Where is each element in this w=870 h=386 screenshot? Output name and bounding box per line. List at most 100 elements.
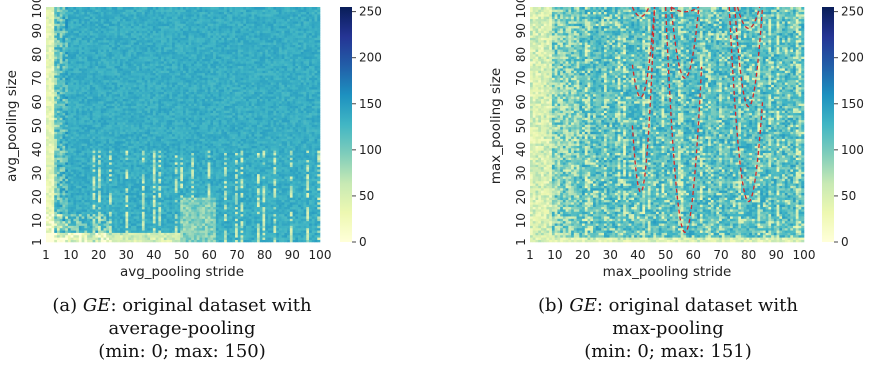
heatmap-cell: [139, 39, 143, 43]
heatmap-cell: [98, 213, 102, 217]
heatmap-cell: [106, 110, 110, 114]
heatmap-cell: [62, 218, 66, 222]
heatmap-cell: [130, 30, 134, 34]
heatmap-cell: [172, 93, 176, 97]
heatmap-cell: [174, 150, 178, 153]
heatmap-cell: [62, 176, 66, 179]
heatmap-cell: [169, 58, 173, 62]
heatmap-cell: [95, 93, 99, 97]
heatmap-cell: [128, 211, 132, 215]
heatmap-cell: [152, 98, 156, 102]
heatmap-cell: [98, 93, 102, 97]
heatmap-cell: [65, 70, 69, 74]
heatmap-cell: [150, 65, 154, 69]
heatmap-cell: [95, 140, 99, 144]
heatmap-cell: [117, 91, 121, 95]
heatmap-cell: [169, 237, 173, 240]
heatmap-cell: [81, 225, 85, 229]
heatmap-cell: [147, 54, 151, 57]
heatmap-cell: [109, 108, 113, 111]
heatmap-cell: [166, 155, 170, 158]
heatmap-cell: [119, 28, 124, 31]
heatmap-cell: [166, 25, 170, 29]
heatmap-cell: [98, 180, 102, 184]
heatmap-cell: [103, 202, 107, 205]
heatmap-cell: [67, 65, 71, 69]
heatmap-cell: [128, 187, 132, 191]
heatmap-cell: [150, 18, 154, 22]
heatmap-cell: [106, 75, 110, 78]
heatmap-cell: [87, 108, 91, 111]
heatmap-cell: [87, 227, 91, 231]
heatmap-cell: [67, 131, 71, 135]
heatmap-cell: [174, 25, 178, 29]
heatmap-cell: [147, 140, 151, 144]
heatmap-cell: [174, 166, 178, 170]
heatmap-cell: [130, 234, 134, 238]
heatmap-cell: [122, 112, 126, 116]
heatmap-cell: [117, 37, 121, 41]
heatmap-cell: [150, 176, 154, 179]
heatmap-cell: [54, 51, 58, 55]
heatmap-cell: [128, 77, 132, 81]
heatmap-cell: [67, 227, 71, 231]
heatmap-cell: [62, 72, 66, 76]
heatmap-cell: [119, 138, 124, 142]
heatmap-cell: [166, 21, 170, 24]
heatmap-cell: [122, 49, 126, 52]
heatmap-cell: [122, 197, 126, 200]
heatmap-cell: [144, 108, 148, 111]
heatmap-cell: [89, 46, 93, 50]
heatmap-cell: [56, 143, 60, 146]
heatmap-cell: [67, 117, 71, 121]
heatmap-cell: [95, 227, 99, 231]
heatmap-cell: [155, 28, 159, 31]
heatmap-cell: [62, 70, 66, 74]
heatmap-cell: [109, 56, 113, 59]
heatmap-cell: [73, 84, 77, 88]
heatmap-cell: [150, 211, 154, 215]
heatmap-cell: [136, 103, 140, 106]
heatmap-cell: [133, 98, 137, 102]
heatmap-cell: [122, 7, 126, 10]
heatmap-cell: [84, 44, 88, 48]
heatmap-cell: [144, 58, 148, 62]
heatmap-cell: [70, 18, 74, 22]
heatmap-cell: [117, 46, 121, 50]
heatmap-cell: [48, 108, 52, 111]
heatmap-cell: [62, 173, 66, 177]
heatmap-cell: [172, 35, 176, 38]
heatmap-cell: [87, 237, 91, 240]
heatmap-cell: [174, 216, 178, 219]
heatmap-cell: [169, 131, 173, 135]
heatmap-cell: [141, 46, 145, 50]
heatmap-cell: [117, 206, 121, 210]
heatmap-cell: [109, 152, 113, 156]
heatmap-cell: [67, 79, 71, 83]
heatmap-cell: [136, 209, 140, 212]
heatmap-cell: [59, 23, 63, 27]
heatmap-cell: [65, 234, 69, 238]
heatmap-cell: [100, 157, 104, 161]
heatmap-cell: [89, 155, 93, 158]
heatmap-cell: [125, 131, 129, 135]
heatmap-cell: [73, 145, 77, 149]
heatmap-cell: [136, 176, 140, 179]
heatmap-cell: [172, 166, 176, 170]
heatmap-cell: [119, 223, 124, 226]
heatmap-cell: [161, 49, 165, 52]
heatmap-cell: [103, 199, 107, 203]
heatmap-cell: [163, 159, 167, 163]
heatmap-cell: [67, 237, 71, 240]
heatmap-cell: [48, 187, 52, 191]
heatmap-cell: [111, 122, 115, 125]
heatmap-cell: [103, 140, 107, 144]
heatmap-cell: [125, 112, 129, 116]
heatmap-cell: [56, 199, 60, 203]
heatmap-cell: [119, 21, 124, 24]
heatmap-cell: [125, 152, 129, 156]
heatmap-cell: [51, 98, 55, 102]
heatmap-cell: [56, 162, 60, 165]
heatmap-cell: [139, 98, 143, 102]
heatmap-cell: [92, 28, 96, 31]
